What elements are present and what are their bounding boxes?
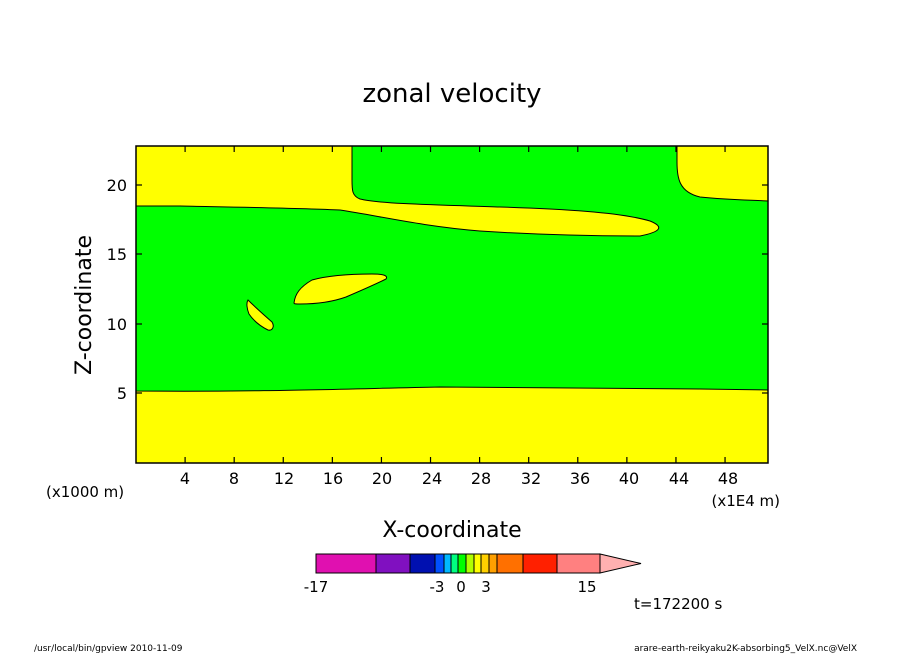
x-tick-label: 28 [471, 469, 491, 488]
colorbar-segment [443, 553, 452, 574]
colorbar-label: -17 [304, 578, 329, 596]
x-tick-label: 16 [323, 469, 343, 488]
y-tick-labels: 5 10 15 20 [107, 176, 127, 403]
colorbar-segment [457, 553, 467, 574]
colorbar-label: -3 [430, 578, 445, 596]
colorbar-segment [496, 553, 524, 574]
colorbar-segment [409, 553, 436, 574]
colorbar-segment [450, 553, 459, 574]
colorbar-segment [315, 553, 377, 574]
x-unit-left: (x1000 m) [46, 483, 124, 501]
x-tick-label: 12 [274, 469, 294, 488]
colorbar-segment [480, 553, 490, 574]
y-tick-label: 15 [107, 245, 127, 264]
green-band [135, 145, 769, 392]
chart-title: zonal velocity [362, 79, 541, 109]
x-tick-label: 8 [229, 469, 239, 488]
plot-area [135, 145, 769, 464]
x-unit-right: (x1E4 m) [711, 492, 780, 510]
x-tick-label: 32 [521, 469, 541, 488]
colorbar-segment [434, 553, 445, 574]
x-tick-label: 48 [718, 469, 738, 488]
footer-left: /usr/local/bin/gpview 2010-11-09 [34, 644, 183, 654]
x-tick-label: 44 [669, 469, 689, 488]
y-tick-label: 5 [117, 384, 127, 403]
plot-frame [135, 145, 769, 464]
colorbar-segment [375, 553, 411, 574]
colorbar-labels: -17 -3 0 3 15 [304, 578, 597, 596]
colorbar-label: 15 [577, 578, 596, 596]
x-axis-ticks [184, 146, 726, 463]
colorbar [315, 553, 642, 574]
footer-right: arare-earth-reikyaku2K-absorbing5_VelX.n… [634, 644, 857, 654]
y-axis-ticks [136, 184, 768, 394]
small-yellow-blob [246, 299, 274, 331]
x-tick-label: 4 [180, 469, 190, 488]
colorbar-overflow-triangle [599, 553, 642, 574]
x-tick-label: 24 [422, 469, 442, 488]
x-tick-label: 20 [372, 469, 392, 488]
colorbar-label: 3 [481, 578, 491, 596]
x-tick-label: 36 [570, 469, 590, 488]
colorbar-segment [556, 553, 601, 574]
y-tick-label: 10 [107, 315, 127, 334]
colorbar-segment [473, 553, 482, 574]
colorbar-segment [488, 553, 498, 574]
x-tick-label: 40 [619, 469, 639, 488]
colorbar-segment [522, 553, 558, 574]
colorbar-label: 0 [456, 578, 466, 596]
colorbar-segment [465, 553, 475, 574]
time-label: t=172200 s [634, 595, 722, 613]
x-tick-labels: 4 8 12 16 20 24 28 32 36 40 44 48 [180, 469, 738, 488]
y-tick-label: 20 [107, 176, 127, 195]
y-axis-label: Z-coordinate [72, 235, 97, 375]
mid-yellow-blob [293, 273, 388, 305]
x-axis-label: X-coordinate [382, 518, 521, 543]
